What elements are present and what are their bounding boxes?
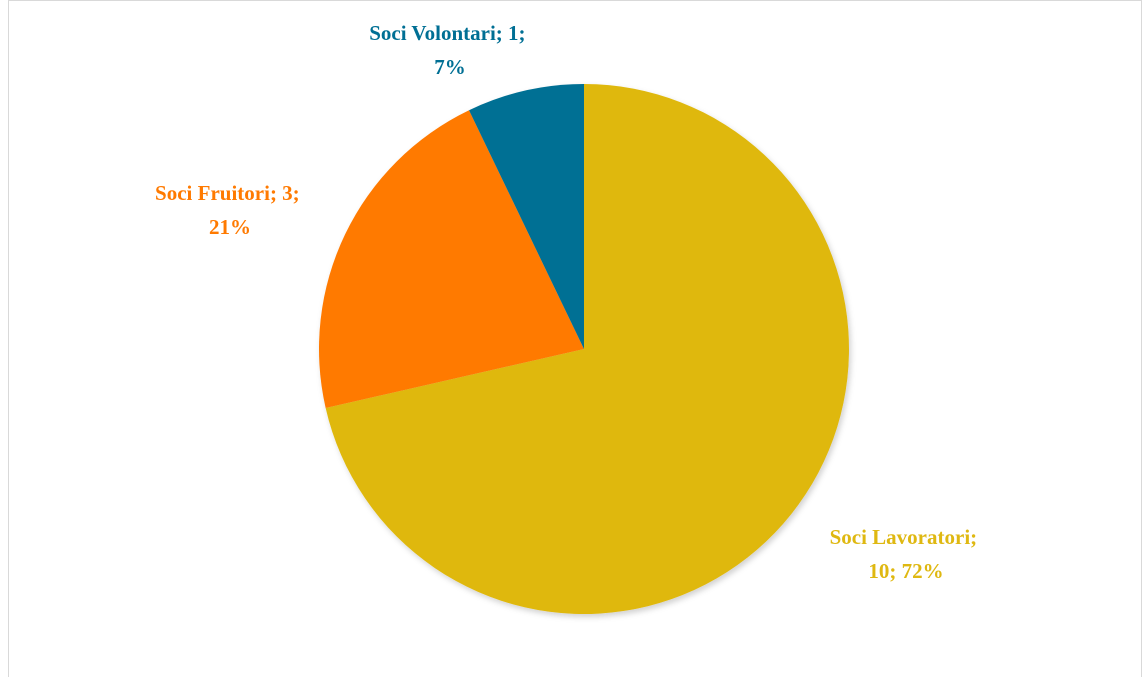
pie-slice-soci-volontari (469, 84, 584, 349)
slice-label-soci-fruitori-line1: Soci Fruitori; 3; (155, 181, 300, 205)
pie-slice-soci-lavoratori (325, 84, 849, 614)
slice-label-soci-volontari: Soci Volontari; 1; 7% (369, 21, 531, 79)
slice-label-soci-volontari-line2: 7% (434, 55, 466, 79)
slice-label-soci-fruitori-line2: 21% (209, 215, 251, 239)
slice-label-soci-lavoratori-line2: 10; 72% (868, 559, 943, 583)
slice-label-soci-lavoratori: Soci Lavoratori; 10; 72% (830, 525, 983, 583)
slice-label-soci-fruitori: Soci Fruitori; 3; 21% (155, 181, 305, 239)
slice-label-soci-lavoratori-line1: Soci Lavoratori; (830, 525, 978, 549)
pie-slices (318, 84, 849, 614)
slice-label-soci-volontari-line1: Soci Volontari; 1; (369, 21, 525, 45)
pie-slice-soci-fruitori (318, 110, 584, 408)
